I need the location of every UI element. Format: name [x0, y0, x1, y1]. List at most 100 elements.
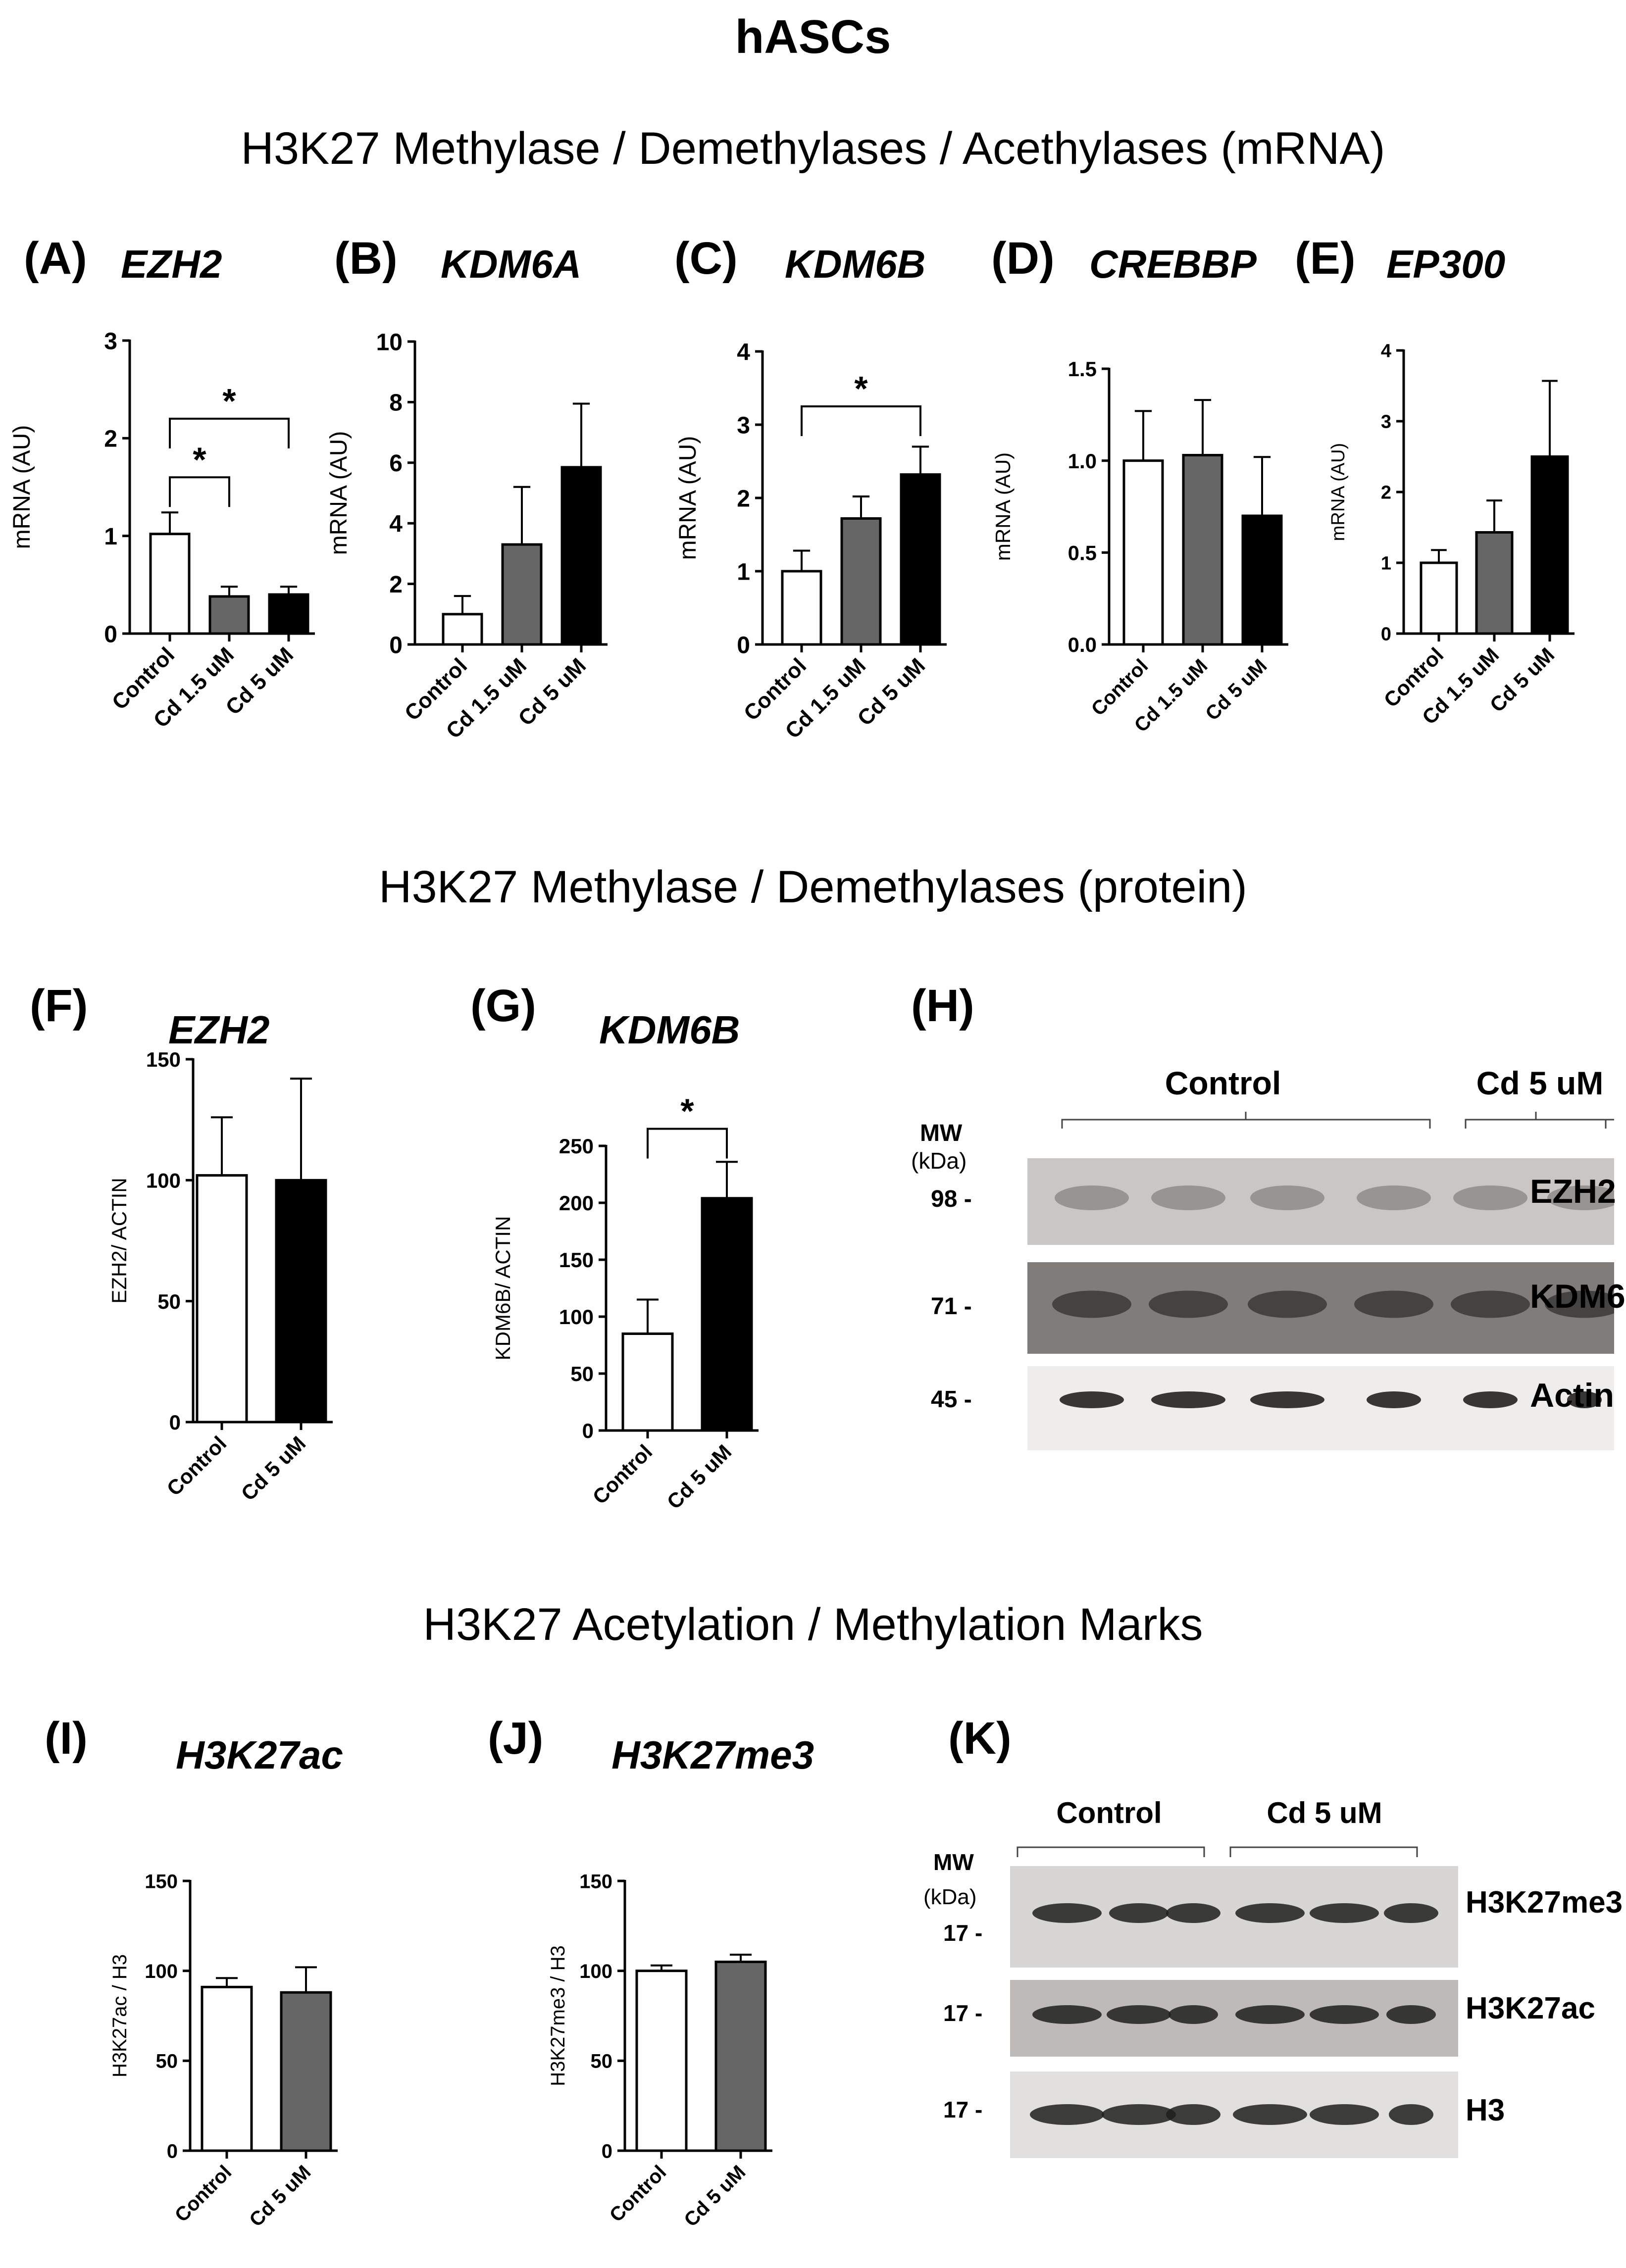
- bar: [900, 473, 941, 646]
- blot-band: [1030, 2104, 1104, 2125]
- blot-label: H3K27me3: [1466, 1885, 1623, 1920]
- blot-band: [1567, 1391, 1602, 1408]
- section-title-mrna: H3K27 Methylase / Demethylases / Acethyl…: [241, 123, 1385, 174]
- blot-label: H3K27ac: [1466, 1991, 1595, 2025]
- y-tick-label: 50: [156, 2051, 178, 2072]
- bar: [1122, 459, 1164, 646]
- blot-band: [1166, 1903, 1220, 1923]
- blot-band: [1235, 2005, 1305, 2024]
- panel-title-d: CREBBP: [1089, 242, 1257, 286]
- y-tick-label: 0: [737, 632, 750, 658]
- bar: [635, 1970, 688, 2152]
- mw-marker: 71 -: [931, 1293, 972, 1320]
- bar: [196, 1174, 248, 1424]
- blot-band: [1357, 1185, 1431, 1210]
- y-axis-label: H3K27me3 / H3: [547, 1945, 569, 2086]
- y-tick-label: 3: [104, 328, 117, 354]
- blot-band: [1235, 1903, 1305, 1923]
- mw-label-h: MW: [920, 1120, 963, 1146]
- kda-label-k: (kDa): [923, 1885, 977, 1909]
- y-tick-label: 150: [145, 1871, 178, 1892]
- blot-label: KDM6B: [1530, 1278, 1626, 1315]
- blot-band: [1463, 1391, 1518, 1408]
- blot-band: [1250, 1391, 1324, 1408]
- group-label-control-k: Control: [1056, 1796, 1162, 1829]
- blot-label: H3: [1466, 2093, 1505, 2127]
- panel-letter-j: (J): [488, 1713, 544, 1764]
- y-axis-label: EZH2/ ACTIN: [107, 1178, 131, 1303]
- panel-letter-i: (I): [45, 1713, 88, 1764]
- y-tick-label: 1.5: [1068, 357, 1097, 381]
- bar: [149, 533, 191, 635]
- blot-band: [1032, 1903, 1102, 1923]
- significance-star: *: [854, 369, 868, 408]
- bar: [275, 1179, 327, 1424]
- significance-star: *: [193, 440, 206, 479]
- blot-band: [1169, 2005, 1218, 2024]
- significance-star: *: [680, 1092, 694, 1131]
- y-tick-label: 0: [389, 632, 403, 658]
- y-tick-label: 8: [389, 390, 403, 416]
- y-tick-label: 1.0: [1068, 449, 1097, 473]
- panel-letter-b: (B): [334, 233, 398, 284]
- x-tick-label: Cd 5 uM: [237, 1431, 310, 1505]
- y-tick-label: 50: [157, 1290, 181, 1313]
- y-tick-label: 150: [146, 1048, 181, 1071]
- x-tick-label: Control: [162, 1431, 231, 1500]
- x-tick-label: Control: [171, 2161, 236, 2226]
- group-label-cd-k: Cd 5 uM: [1267, 1796, 1382, 1829]
- panel-letter-c: (C): [674, 233, 738, 284]
- significance-bracket: [647, 1128, 728, 1159]
- y-axis-label: KDM6B/ ACTIN: [491, 1216, 514, 1361]
- blot-band: [1060, 1391, 1124, 1408]
- blot-band: [1250, 1185, 1324, 1210]
- blot-band: [1151, 1185, 1225, 1210]
- panel-title-f: EZH2: [168, 1008, 270, 1052]
- y-tick-label: 4: [1381, 341, 1391, 362]
- group-label-control-h: Control: [1165, 1065, 1281, 1101]
- bar: [1530, 455, 1569, 635]
- y-tick-label: 2: [1381, 483, 1391, 503]
- bar: [280, 1991, 332, 2152]
- blot-band: [1310, 2104, 1379, 2125]
- bar: [621, 1332, 674, 1432]
- panel-letter-k: (K): [948, 1713, 1012, 1764]
- y-tick-label: 100: [145, 1961, 178, 1982]
- y-tick-label: 100: [146, 1169, 181, 1192]
- y-tick-label: 250: [559, 1134, 594, 1158]
- figure-title: hASCs: [735, 10, 891, 63]
- y-tick-label: 50: [591, 2051, 613, 2072]
- bar: [560, 466, 602, 646]
- mw-marker: 17 -: [943, 1920, 983, 1946]
- blot-band: [1248, 1290, 1327, 1318]
- bar: [714, 1961, 767, 2152]
- y-tick-label: 4: [389, 511, 403, 537]
- y-tick-label: 1: [104, 524, 117, 550]
- y-tick-label: 2: [104, 426, 117, 452]
- y-axis-label: mRNA (AU): [675, 436, 701, 560]
- blot-band: [1354, 1290, 1433, 1318]
- y-tick-label: 0: [169, 1411, 181, 1434]
- x-tick-label: Control: [606, 2161, 671, 2226]
- blot-label: EZH2: [1530, 1173, 1616, 1210]
- y-tick-label: 200: [559, 1191, 594, 1215]
- blot-band: [1451, 1290, 1530, 1318]
- y-tick-label: 6: [389, 450, 403, 477]
- kda-label-h: (kDa): [911, 1148, 967, 1174]
- x-tick-label: Cd 5 uM: [662, 1440, 736, 1514]
- x-tick-label: Cd 5 uM: [245, 2161, 315, 2231]
- bar: [840, 517, 882, 646]
- blot-band: [1545, 1290, 1614, 1318]
- bracket-control-h: [1061, 1112, 1431, 1129]
- y-tick-label: 1: [737, 559, 750, 585]
- blot-band: [1109, 1903, 1169, 1923]
- blot-band: [1389, 2104, 1433, 2125]
- section-title-marks: H3K27 Acetylation / Methylation Marks: [423, 1599, 1203, 1650]
- panel-letter-g: (G): [470, 981, 536, 1031]
- y-axis-label: mRNA (AU): [326, 431, 352, 555]
- bar: [1475, 531, 1514, 635]
- significance-star: *: [222, 382, 236, 420]
- blot-band: [1102, 2104, 1176, 2125]
- y-tick-label: 150: [559, 1248, 594, 1272]
- panel-title-g: KDM6B: [599, 1008, 740, 1052]
